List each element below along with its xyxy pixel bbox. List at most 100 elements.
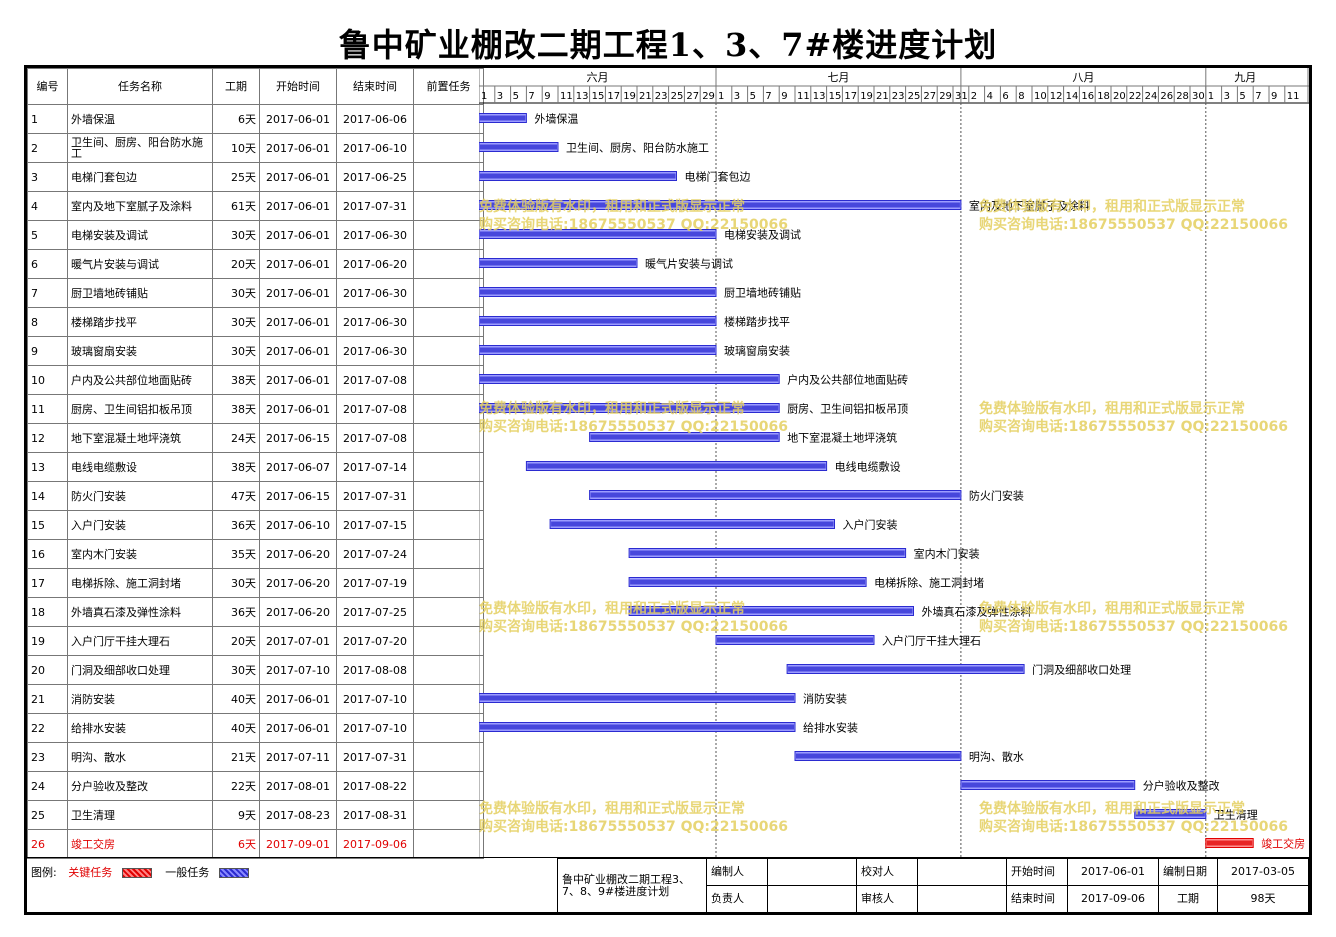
- task-start: 2017-06-20: [259, 539, 337, 569]
- task-predecessor: [413, 249, 484, 279]
- task-bar-label: 消防安装: [803, 692, 847, 706]
- day-tick-label: 1: [481, 91, 487, 102]
- task-predecessor: [413, 510, 484, 540]
- task-start: 2017-06-01: [259, 104, 337, 134]
- day-tick-label: 16: [1081, 91, 1094, 102]
- task-predecessor: [413, 104, 484, 134]
- task-id: 10: [27, 365, 68, 395]
- table-row: 23 明沟、散水 21天 2017-07-11 2017-07-31: [27, 742, 484, 772]
- task-duration: 9天: [212, 800, 260, 830]
- watermark-line2: 购买咨询电话:18675550537 QQ:22150066: [479, 419, 788, 435]
- task-id: 13: [27, 452, 68, 482]
- task-end: 2017-06-25: [336, 162, 414, 192]
- task-bar-label: 楼梯踏步找平: [724, 315, 790, 329]
- task-bar-fill: [480, 289, 715, 295]
- legend: 图例: 关键任务 一般任务: [31, 864, 259, 880]
- task-end: 2017-07-20: [336, 626, 414, 656]
- task-name: 外墙真石漆及弹性涂料: [67, 597, 213, 627]
- day-tick-label: 30: [1192, 91, 1205, 102]
- task-id: 23: [27, 742, 68, 772]
- footer-checker-label: 校对人: [856, 858, 918, 886]
- watermark-line1: 免费体验版有水印，租用和正式版显示正常: [979, 801, 1245, 817]
- day-tick-label: 20: [1113, 91, 1126, 102]
- header-name: 任务名称: [67, 68, 213, 105]
- footer-end-value: 2017-09-06: [1067, 885, 1159, 913]
- task-duration: 10天: [212, 133, 260, 163]
- task-bar-fill: [590, 434, 779, 440]
- task-name: 分户验收及整改: [67, 771, 213, 801]
- task-bar-fill: [961, 782, 1134, 788]
- task-start: 2017-06-01: [259, 307, 337, 337]
- task-id: 12: [27, 423, 68, 453]
- task-end: 2017-08-22: [336, 771, 414, 801]
- day-tick-label: 2: [971, 91, 977, 102]
- day-tick-label: 4: [987, 91, 993, 102]
- task-duration: 6天: [212, 829, 260, 859]
- task-duration: 36天: [212, 510, 260, 540]
- table-row: 12 地下室混凝土地坪浇筑 24天 2017-06-15 2017-07-08: [27, 423, 484, 453]
- task-end: 2017-07-08: [336, 423, 414, 453]
- task-start: 2017-08-01: [259, 771, 337, 801]
- watermark: 免费体验版有水印，租用和正式版显示正常 购买咨询电话:18675550537 QQ…: [479, 800, 788, 836]
- task-start: 2017-07-11: [259, 742, 337, 772]
- footer: 图例: 关键任务 一般任务 鲁中矿业棚改二期工程3、7、8、9#楼进度计划 编制…: [27, 857, 1309, 913]
- day-tick-label: 8: [1018, 91, 1024, 102]
- task-start: 2017-06-01: [259, 249, 337, 279]
- task-name: 防火门安装: [67, 481, 213, 511]
- watermark-line2: 购买咨询电话:18675550537 QQ:22150066: [979, 217, 1288, 233]
- task-start: 2017-06-20: [259, 597, 337, 627]
- task-bar-fill: [480, 695, 794, 701]
- task-end: 2017-07-19: [336, 568, 414, 598]
- header-id: 编号: [27, 68, 68, 105]
- table-row: 4 室内及地下室腻子及涂料 61天 2017-06-01 2017-07-31: [27, 191, 484, 221]
- task-id: 11: [27, 394, 68, 424]
- task-id: 22: [27, 713, 68, 743]
- table-row: 6 暖气片安装与调试 20天 2017-06-01 2017-06-20: [27, 249, 484, 279]
- task-name: 室内木门安装: [67, 539, 213, 569]
- task-predecessor: [413, 162, 484, 192]
- task-start: 2017-06-01: [259, 684, 337, 714]
- footer-manager-value: [767, 885, 857, 913]
- task-predecessor: [413, 394, 484, 424]
- table-row: 19 入户门厅干挂大理石 20天 2017-07-01 2017-07-20: [27, 626, 484, 656]
- watermark: 免费体验版有水印，租用和正式版显示正常 购买咨询电话:18675550537 QQ…: [479, 600, 788, 636]
- task-start: 2017-07-01: [259, 626, 337, 656]
- task-duration: 21天: [212, 742, 260, 772]
- task-table: 编号 任务名称 工期 开始时间 结束时间 前置任务 1 外墙保温 6天 2017-06…: [27, 68, 484, 859]
- task-start: 2017-06-01: [259, 162, 337, 192]
- task-id: 5: [27, 220, 68, 250]
- footer-reviewer-label: 审核人: [856, 885, 918, 913]
- task-name: 玻璃窗扇安装: [67, 336, 213, 366]
- footer-date-label: 编制日期: [1158, 858, 1218, 886]
- task-bar-fill: [630, 579, 866, 585]
- task-predecessor: [413, 626, 484, 656]
- task-predecessor: [413, 336, 484, 366]
- task-end: 2017-06-30: [336, 336, 414, 366]
- watermark-line1: 免费体验版有水印，租用和正式版显示正常: [479, 401, 745, 417]
- footer-duration-value: 98天: [1217, 885, 1309, 913]
- day-tick-label: 9: [544, 91, 550, 102]
- watermark: 免费体验版有水印，租用和正式版显示正常购买咨询电话:18675550537 QQ…: [479, 400, 788, 436]
- task-name: 给排水安装: [67, 713, 213, 743]
- task-bar-label: 室内及地下室腻子及涂料: [969, 199, 1090, 213]
- task-end: 2017-07-08: [336, 365, 414, 395]
- task-bar-label: 卫生间、厨房、阳台防水施工: [566, 141, 709, 155]
- watermark: 免费体验版有水印，租用和正式版显示正常 购买咨询电话:18675550537 QQ…: [979, 400, 1288, 436]
- task-duration: 22天: [212, 771, 260, 801]
- task-id: 18: [27, 597, 68, 627]
- task-bar-fill: [480, 260, 636, 266]
- task-predecessor: [413, 597, 484, 627]
- day-tick-label: 25: [671, 91, 684, 102]
- task-bar-fill: [480, 318, 715, 324]
- task-duration: 40天: [212, 713, 260, 743]
- task-end: 2017-07-15: [336, 510, 414, 540]
- task-id: 19: [27, 626, 68, 656]
- task-start: 2017-07-10: [259, 655, 337, 685]
- task-end: 2017-06-30: [336, 220, 414, 250]
- task-bar-fill: [480, 173, 676, 179]
- task-predecessor: [413, 684, 484, 714]
- task-id: 1: [27, 104, 68, 134]
- header-duration: 工期: [212, 68, 260, 105]
- day-tick-label: 5: [513, 91, 519, 102]
- watermark-line1: 免费体验版有水印，租用和正式版显示正常: [479, 801, 745, 817]
